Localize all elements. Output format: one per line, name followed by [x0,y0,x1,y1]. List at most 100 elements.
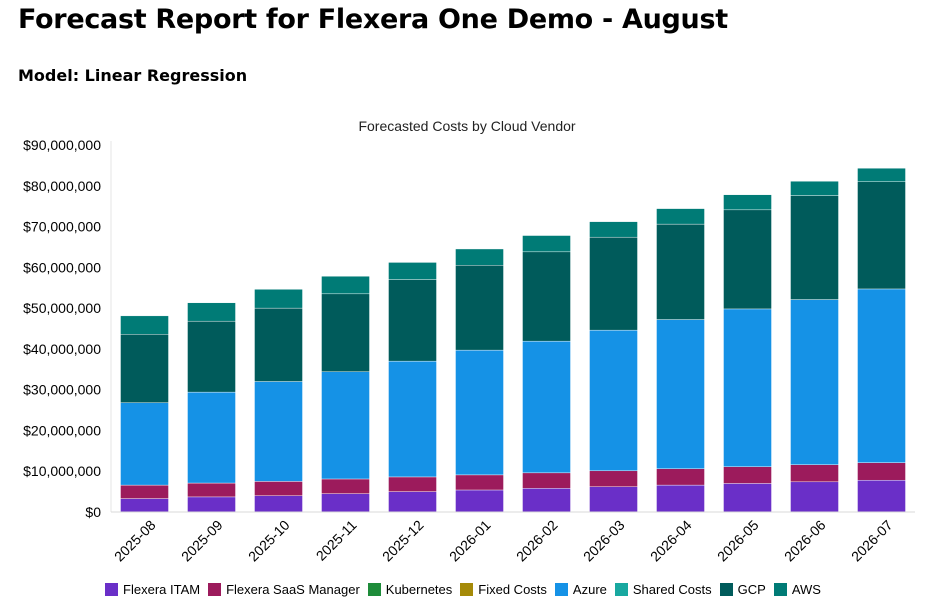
legend-label: Azure [572,582,607,597]
model-subtitle: Model: Linear Regression [18,66,248,85]
x-tick-label: 2026-04 [647,517,695,565]
bar-segment[interactable] [857,462,906,481]
bar-segment[interactable] [455,489,504,513]
bar-segment[interactable] [857,288,906,463]
legend-item[interactable]: Azure [554,582,607,597]
bar-segment[interactable] [455,248,504,266]
legend-item[interactable]: GCP [719,582,766,597]
bar-segment[interactable] [321,478,370,494]
legend-swatch [460,583,474,596]
bar-segment[interactable] [522,472,571,489]
bar-segment[interactable] [790,464,839,483]
bar-segment[interactable] [857,168,906,182]
legend-item[interactable]: Shared Costs [614,582,712,597]
legend-label: GCP [737,582,766,597]
legend-item[interactable]: Flexera SaaS Manager [208,582,360,597]
bar-segment[interactable] [522,251,571,342]
legend-label: Flexera ITAM [123,582,201,597]
bar-segment[interactable] [589,236,638,331]
bar-segment[interactable] [656,484,705,513]
legend-item[interactable]: Kubernetes [367,582,452,597]
bar-segment[interactable] [254,289,303,309]
legend-swatch [719,583,733,596]
bars-group [120,168,906,513]
x-tick-label: 2026-07 [848,517,896,565]
bar-segment[interactable] [120,498,169,513]
bar-segment[interactable] [254,381,303,482]
bar-segment[interactable] [120,334,169,403]
bar-segment[interactable] [455,265,504,351]
legend-label: Fixed Costs [478,582,547,597]
bar-segment[interactable] [857,479,906,513]
legend-item[interactable]: Flexera ITAM [105,582,200,597]
x-tick-label: 2025-11 [313,517,360,564]
bar-segment[interactable] [790,299,839,465]
bar-segment[interactable] [120,402,169,486]
y-tick-label: $60,000,000 [23,259,101,275]
bar-segment[interactable] [589,221,638,238]
bar-segment[interactable] [321,276,370,295]
bar-segment[interactable] [187,320,236,393]
bar-segment[interactable] [388,360,437,478]
bar-segment[interactable] [187,391,236,484]
legend-swatch [614,583,628,596]
bar-segment[interactable] [187,496,236,513]
x-tick-label: 2025-10 [245,517,293,565]
bar-segment[interactable] [589,470,638,487]
bar-segment[interactable] [254,495,303,513]
bar-segment[interactable] [321,293,370,372]
legend-swatch [554,583,568,596]
bar-segment[interactable] [388,279,437,362]
bar-segment[interactable] [790,195,839,300]
bar-segment[interactable] [254,481,303,496]
legend-swatch [208,583,222,596]
legend-item[interactable]: AWS [773,582,821,597]
x-tick-label: 2026-02 [513,517,561,565]
bar-segment[interactable] [723,466,772,484]
x-tick-label: 2025-09 [178,517,226,565]
bar-segment[interactable] [388,476,437,492]
bar-segment[interactable] [187,302,236,322]
y-axis: $0 $10,000,000 $20,000,000 $30,000,000 $40,0… [23,137,112,520]
bar-segment[interactable] [321,493,370,513]
y-tick-label: $50,000,000 [23,300,101,316]
y-tick-label: $40,000,000 [23,341,101,357]
bar-segment[interactable] [522,340,571,474]
x-tick-label: 2026-06 [781,517,829,565]
bar-segment[interactable] [388,262,437,280]
bar-segment[interactable] [656,223,705,320]
bar-segment[interactable] [656,468,705,486]
y-tick-label: $90,000,000 [23,137,101,153]
bar-segment[interactable] [656,319,705,469]
bar-segment[interactable] [723,483,772,513]
legend-swatch [367,583,381,596]
bar-segment[interactable] [522,235,571,253]
bar-segment[interactable] [254,307,303,382]
bar-segment[interactable] [723,209,772,310]
bar-segment[interactable] [321,371,370,480]
bar-segment[interactable] [723,308,772,467]
bar-segment[interactable] [522,488,571,513]
bar-segment[interactable] [790,181,839,196]
bar-segment[interactable] [723,194,772,211]
bar-segment[interactable] [656,208,705,225]
bar-segment[interactable] [455,349,504,476]
legend-item[interactable]: Fixed Costs [460,582,547,597]
bar-segment[interactable] [589,329,638,472]
bar-segment[interactable] [187,482,236,498]
bar-segment[interactable] [857,181,906,290]
page-title: Forecast Report for Flexera One Demo - A… [18,4,728,35]
bar-segment[interactable] [120,315,169,335]
x-tick-label: 2025-08 [111,517,159,565]
bar-segment[interactable] [589,486,638,513]
forecast-chart: Forecasted Costs by Cloud Vendor $0 $10,0… [23,118,915,565]
legend-label: Shared Costs [632,582,712,597]
bar-segment[interactable] [388,491,437,513]
bar-segment[interactable] [455,474,504,491]
x-tick-label: 2026-01 [446,517,494,565]
bar-segment[interactable] [790,481,839,513]
y-tick-label: $20,000,000 [23,422,101,438]
x-axis: 2025-08 2025-09 2025-10 2025-11 2025-12 2026-… [111,511,915,565]
bar-segment[interactable] [120,484,169,499]
legend-swatch [773,583,787,596]
